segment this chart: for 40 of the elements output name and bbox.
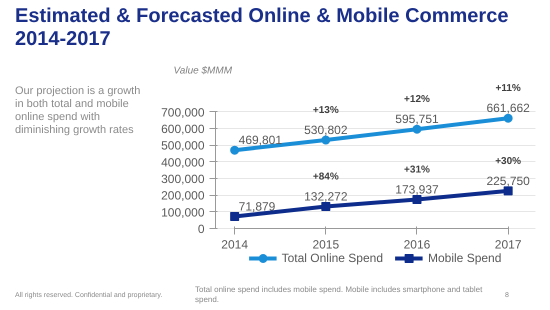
- point: [321, 136, 330, 145]
- annotation: +11%: [496, 83, 521, 94]
- point: [412, 195, 422, 204]
- annotation: +31%: [404, 164, 430, 176]
- data-label: 530,802: [304, 123, 348, 138]
- annotation: +13%: [312, 105, 339, 116]
- x-tick-label: 2015: [312, 238, 340, 252]
- data-label: 595,751: [395, 112, 439, 126]
- y-tick-label: 100,000: [161, 205, 205, 220]
- y-tick-label: 0: [198, 222, 205, 236]
- point: [230, 146, 240, 155]
- x-tick-label: 2017: [494, 238, 522, 252]
- data-label: 469,801: [238, 133, 282, 148]
- y-tick-label: 600,000: [161, 122, 205, 136]
- y-tick-label: 400,000: [161, 155, 205, 170]
- y-axis-title: Value $MMM: [174, 66, 233, 76]
- text: Our projection is a growth in both total and mobile online spend with diminishing growth rates: [15, 84, 142, 137]
- data-label: 225,750: [486, 174, 530, 188]
- point: [504, 114, 513, 123]
- chart-title: Estimated & Forecasted Online & Mobile Commerce 2014-2017: [15, 5, 510, 51]
- point: [504, 186, 513, 196]
- annotation: +30%: [495, 156, 522, 167]
- x-tick-label: 2016: [404, 238, 431, 252]
- x-tick-label: 2014: [221, 238, 248, 252]
- data-label: 71,879: [238, 200, 276, 214]
- point: [230, 212, 240, 222]
- point: [412, 124, 422, 134]
- legend-label: Mobile Spend: [428, 251, 502, 265]
- y-tick-label: 300,000: [161, 172, 205, 186]
- text: Total online spend includes mobile spend. Mobile includes smartphone and tablet spend.: [195, 285, 484, 305]
- annotation: +84%: [312, 171, 339, 182]
- data-label: 661,662: [486, 101, 530, 116]
- point: [321, 202, 330, 211]
- data-label: 173,937: [395, 182, 439, 197]
- y-tick-label: 500,000: [161, 138, 205, 153]
- annotation: +12%: [404, 94, 430, 106]
- legend-label: Total Online Spend: [282, 251, 384, 265]
- y-tick-label: 200,000: [161, 188, 205, 203]
- y-tick-label: 700,000: [161, 105, 205, 120]
- data-label: 132,272: [304, 189, 348, 204]
